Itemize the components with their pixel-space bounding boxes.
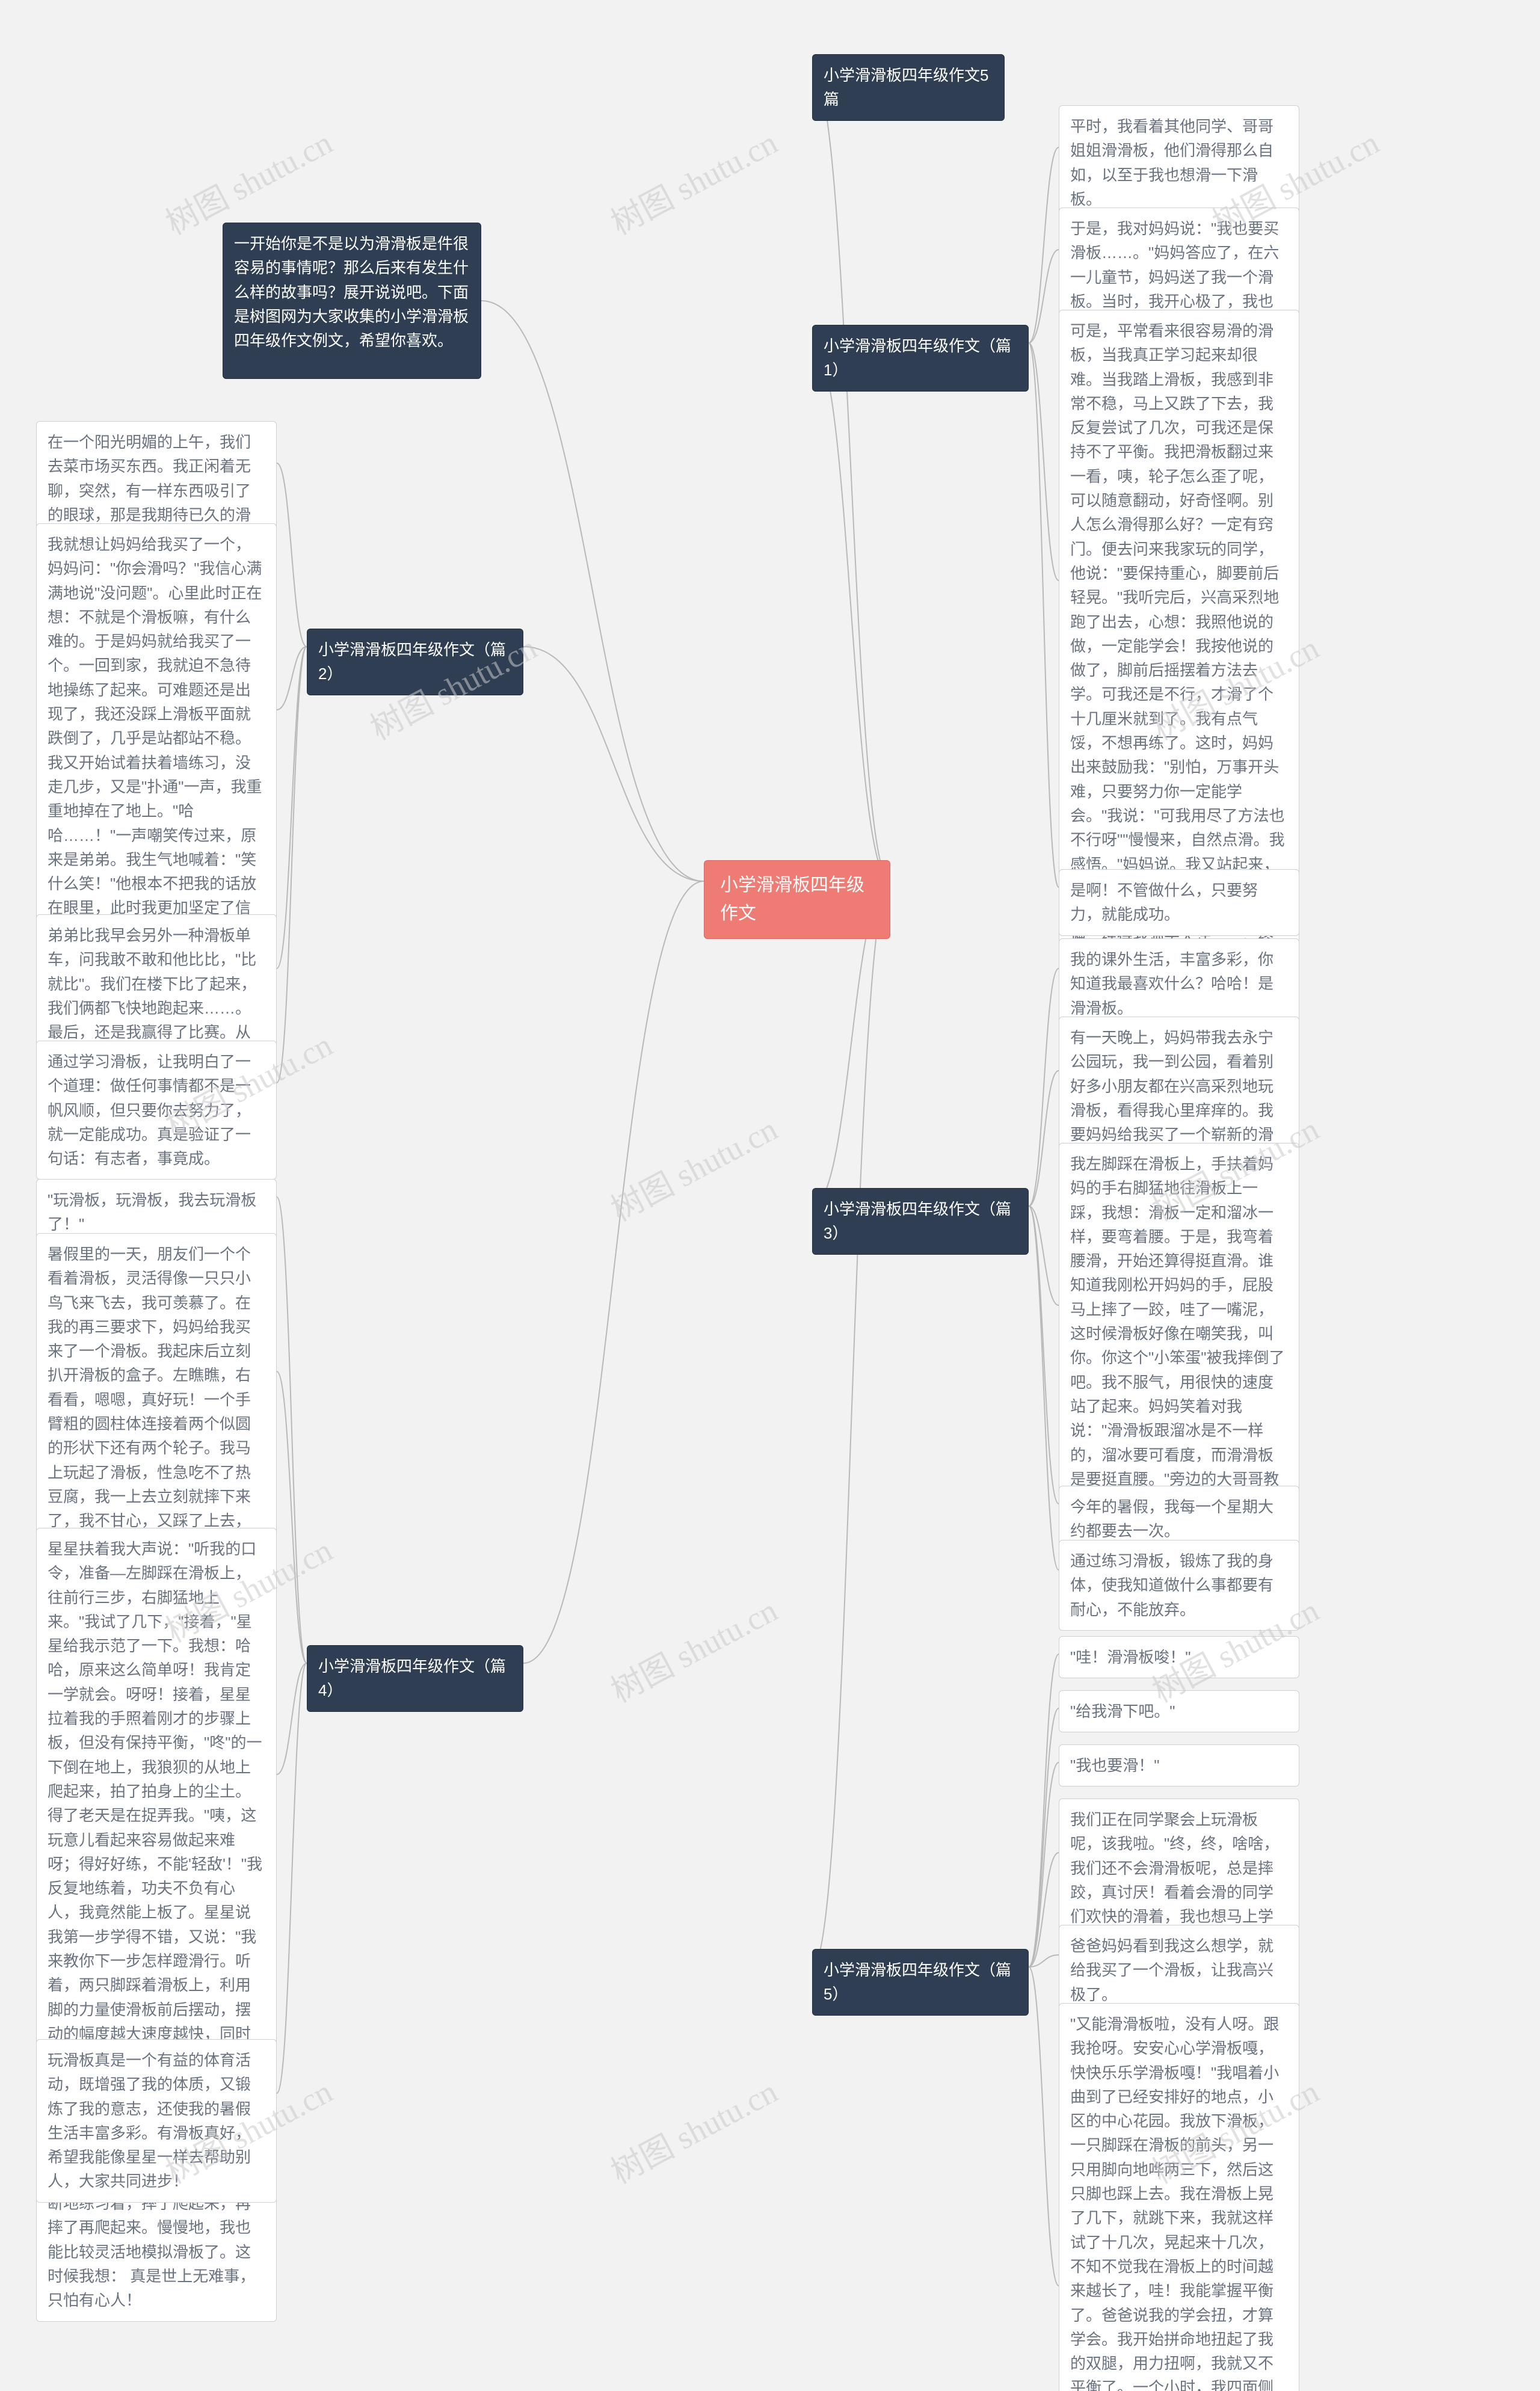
- watermark: 树图 shutu.cn: [601, 116, 784, 244]
- watermark: 树图 shutu.cn: [601, 2065, 784, 2193]
- section-node: 一开始你是不是以为滑滑板是件很容易的事情呢？那么后来有发生什么样的故事吗？展开说…: [223, 223, 481, 379]
- leaf-node: "又能滑滑板啦，没有人呀。跟我抢呀。安安心心学滑板嘎，快快乐乐学滑板嘎！"我唱着…: [1059, 2003, 1299, 2391]
- section-node: 小学滑滑板四年级作文（篇3）: [812, 1188, 1029, 1255]
- section-node: 小学滑滑板四年级作文（篇1）: [812, 325, 1029, 392]
- leaf-node: 我的课外生活，丰富多彩，你知道我最喜欢什么？哈哈！是滑滑板。: [1059, 938, 1299, 1029]
- leaf-node: "我也要滑！": [1059, 1744, 1299, 1786]
- leaf-node: "给我滑下吧。": [1059, 1690, 1299, 1732]
- leaf-node: "哇！滑滑板唆！": [1059, 1636, 1299, 1678]
- mindmap-canvas: 小学滑滑板四年级作文 一开始你是不是以为滑滑板是件很容易的事情呢？那么后来有发生什…: [0, 0, 1540, 2391]
- section-node: 小学滑滑板四年级作文（篇5）: [812, 1949, 1029, 2016]
- root-node: 小学滑滑板四年级作文: [704, 860, 890, 939]
- section-node: 小学滑滑板四年级作文（篇2）: [307, 629, 523, 695]
- leaf-node: 玩滑板真是一个有益的体育活动，既增强了我的体质，又锻炼了我的意志，还使我的暑假生…: [36, 2039, 277, 2203]
- leaf-node: 通过练习滑板，锻炼了我的身体，使我知道做什么事都要有耐心，不能放弃。: [1059, 1540, 1299, 1631]
- leaf-node: 平时，我看着其他同学、哥哥姐姐滑滑板，他们滑得那么自如，以至于我也想滑一下滑板。: [1059, 105, 1299, 220]
- leaf-node: 是啊！不管做什么，只要努力，就能成功。: [1059, 869, 1299, 936]
- leaf-node: 通过学习滑板，让我明白了一个道理：做任何事情都不是一帆风顺，但只要你去努力了，就…: [36, 1041, 277, 1180]
- watermark: 树图 shutu.cn: [601, 1584, 784, 1711]
- leaf-node: 爸爸妈妈看到我这么想学，就给我买了一个滑板，让我高兴极了。: [1059, 1925, 1299, 2016]
- section-node: 小学滑滑板四年级作文5篇: [812, 54, 1005, 121]
- watermark: 树图 shutu.cn: [601, 1103, 784, 1230]
- section-node: 小学滑滑板四年级作文（篇4）: [307, 1645, 523, 1712]
